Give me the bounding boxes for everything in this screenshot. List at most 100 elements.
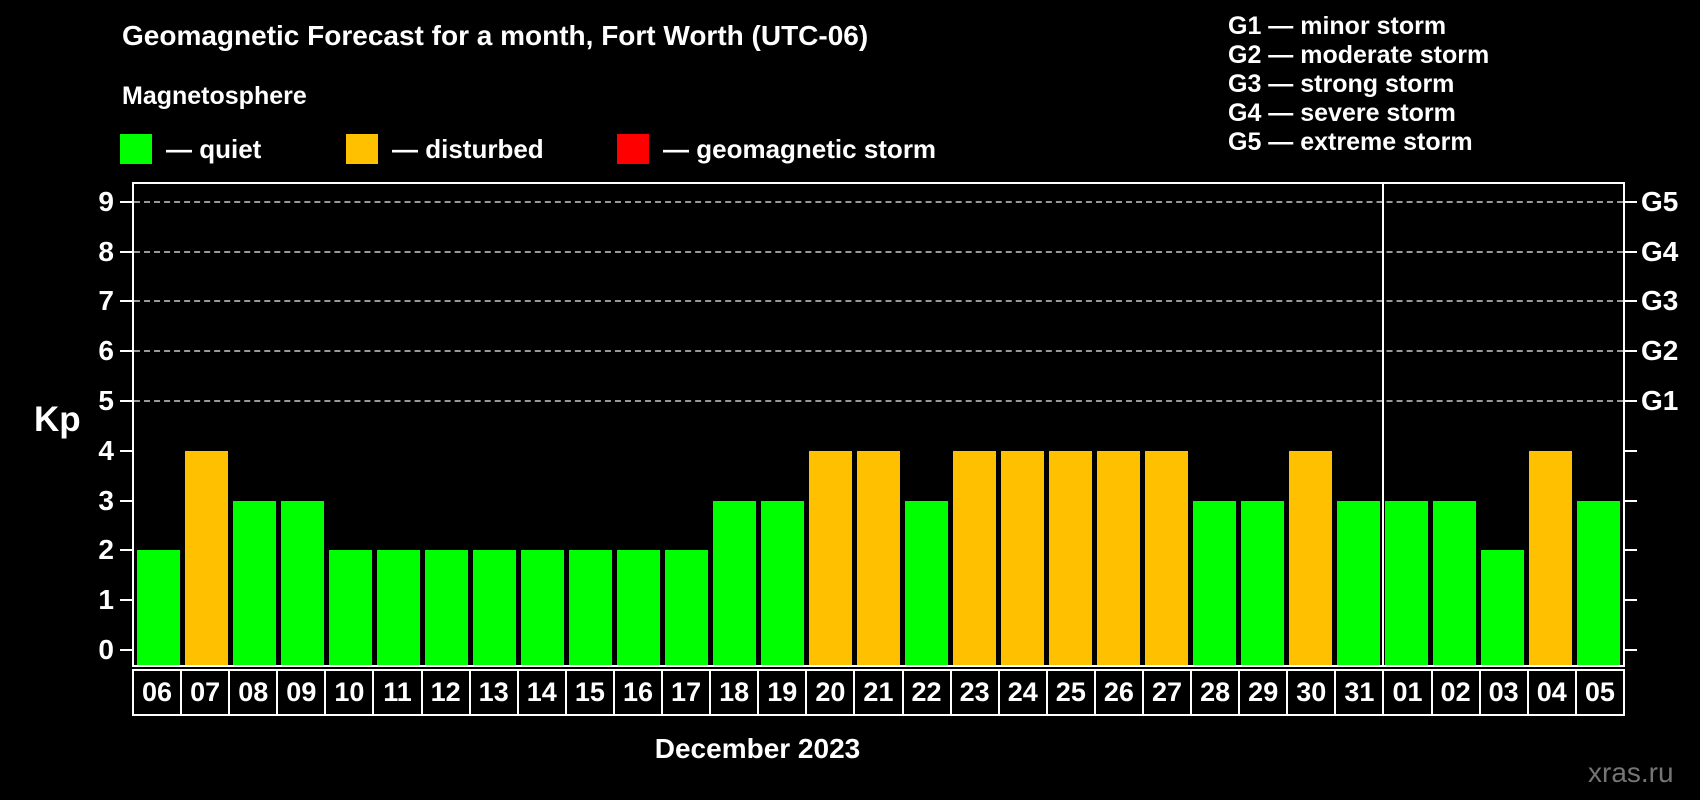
kp-bar-20 xyxy=(808,450,852,665)
legend-item-quiet: — quiet xyxy=(120,133,261,165)
right-axis-label-g5: G5 xyxy=(1641,185,1679,217)
y-tick-label-2: 2 xyxy=(98,534,114,566)
x-tick-label-day-02: 02 xyxy=(1430,669,1481,716)
y-tick-right-0 xyxy=(1625,649,1637,651)
y-tick-label-5: 5 xyxy=(98,385,114,416)
kp-bar-22 xyxy=(905,500,949,665)
kp-bar-05 xyxy=(1577,500,1621,665)
y-tick-right-5 xyxy=(1625,400,1637,402)
watermark: xras.ru xyxy=(1588,757,1674,788)
right-axis-label-g1: G1 xyxy=(1641,385,1679,416)
g-legend-line-g2: G2 — moderate storm xyxy=(1228,41,1490,69)
kp-bar-18 xyxy=(712,500,756,665)
kp-bar-15 xyxy=(568,550,612,665)
x-tick-label-day-19: 19 xyxy=(757,669,808,716)
kp-bar-21 xyxy=(857,450,900,665)
x-tick-label-day-12: 12 xyxy=(420,669,471,716)
kp-bar-13 xyxy=(472,550,516,665)
kp-bar-11 xyxy=(376,550,420,665)
kp-bar-23 xyxy=(953,450,997,665)
g-legend-line-g3: G3 — strong storm xyxy=(1228,70,1455,98)
g-legend-line-g1: G1 — minor storm xyxy=(1228,12,1447,40)
legend-item-storm: — geomagnetic storm xyxy=(617,133,936,165)
kp-bar-07 xyxy=(184,450,228,665)
kp-bar-16 xyxy=(616,550,660,665)
gridline-kp8 xyxy=(134,250,1623,253)
gridline-kp7 xyxy=(134,300,1623,303)
kp-bar-29 xyxy=(1241,500,1285,665)
y-tick-left-5 xyxy=(120,400,132,402)
g-scale-legend: G1 — minor storm G2 — moderate storm G3 … xyxy=(1228,12,1489,157)
y-tick-right-3 xyxy=(1625,499,1637,502)
disturbed-color-swatch xyxy=(346,134,378,164)
x-tick-label-day-09: 09 xyxy=(276,669,327,716)
page-title: Geomagnetic Forecast for a month, Fort W… xyxy=(122,20,869,51)
kp-bar-19 xyxy=(760,500,804,665)
y-tick-right-1 xyxy=(1625,599,1637,602)
x-tick-label-day-03: 03 xyxy=(1478,669,1529,716)
plot-area xyxy=(132,182,1625,667)
right-axis-label-g3: G3 xyxy=(1641,285,1679,317)
quiet-color-swatch xyxy=(120,134,152,164)
kp-bar-27 xyxy=(1145,450,1189,665)
x-tick-label-day-31: 31 xyxy=(1334,669,1385,716)
y-tick-right-4 xyxy=(1625,449,1637,452)
kp-bar-30 xyxy=(1289,450,1333,665)
x-tick-label-day-23: 23 xyxy=(949,669,1000,716)
x-tick-label-day-28: 28 xyxy=(1190,669,1241,716)
x-tick-label-day-25: 25 xyxy=(1045,669,1096,716)
kp-bar-12 xyxy=(424,550,468,665)
x-tick-label-day-24: 24 xyxy=(997,669,1048,716)
kp-bar-09 xyxy=(280,500,324,665)
kp-bar-08 xyxy=(232,500,276,665)
x-tick-label-day-06: 06 xyxy=(132,669,183,716)
kp-bar-28 xyxy=(1193,500,1237,665)
y-tick-label-7: 7 xyxy=(98,285,114,317)
y-tick-right-9 xyxy=(1625,200,1637,203)
y-tick-left-4 xyxy=(120,449,132,452)
right-axis-label-g4: G4 xyxy=(1641,235,1679,267)
kp-bar-02 xyxy=(1433,500,1477,665)
x-tick-label-day-13: 13 xyxy=(468,669,519,716)
x-tick-label-day-04: 04 xyxy=(1526,669,1577,716)
legend-label: — geomagnetic storm xyxy=(663,134,937,164)
legend-label: — disturbed xyxy=(392,134,544,164)
y-tick-left-2 xyxy=(120,549,132,552)
kp-bar-14 xyxy=(520,550,564,665)
x-tick-label-day-07: 07 xyxy=(180,669,231,716)
y-tick-label-4: 4 xyxy=(98,434,114,466)
month-separator-line xyxy=(1381,184,1384,665)
x-tick-label-day-27: 27 xyxy=(1141,669,1193,716)
y-tick-left-0 xyxy=(120,649,132,651)
x-tick-label-day-18: 18 xyxy=(709,669,760,716)
y-tick-label-8: 8 xyxy=(98,235,114,267)
kp-bar-31 xyxy=(1337,500,1381,665)
x-tick-label-day-05: 05 xyxy=(1574,669,1625,716)
kp-bar-10 xyxy=(328,550,372,665)
y-tick-left-1 xyxy=(120,599,132,602)
legend-item-disturbed: — disturbed xyxy=(346,133,544,165)
y-tick-right-2 xyxy=(1625,549,1637,552)
x-tick-label-day-29: 29 xyxy=(1238,669,1289,716)
gridline-kp5 xyxy=(134,400,1623,402)
y-tick-left-6 xyxy=(120,350,132,353)
y-tick-label-0: 0 xyxy=(98,634,114,665)
y-tick-right-6 xyxy=(1625,350,1637,353)
x-axis-month-label: December 2023 xyxy=(654,733,861,764)
kp-bar-17 xyxy=(664,550,708,665)
x-tick-label-day-30: 30 xyxy=(1286,669,1337,716)
x-tick-label-day-26: 26 xyxy=(1093,669,1144,716)
y-tick-right-7 xyxy=(1625,300,1637,303)
y-tick-label-1: 1 xyxy=(98,584,114,616)
x-tick-label-day-10: 10 xyxy=(324,669,375,716)
kp-bar-25 xyxy=(1049,450,1093,665)
x-tick-label-day-20: 20 xyxy=(805,669,856,716)
y-tick-left-8 xyxy=(120,250,132,253)
gridline-kp6 xyxy=(134,350,1623,353)
y-tick-left-7 xyxy=(120,300,132,303)
kp-bar-03 xyxy=(1481,550,1525,665)
x-tick-label-day-15: 15 xyxy=(564,669,615,716)
y-axis-title: Kp xyxy=(34,400,81,439)
y-tick-label-9: 9 xyxy=(98,185,114,217)
